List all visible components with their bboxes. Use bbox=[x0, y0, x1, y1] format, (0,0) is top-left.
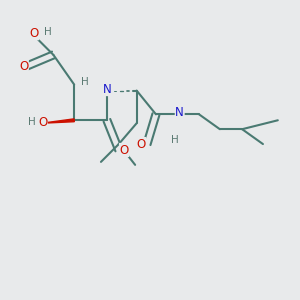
Text: H: H bbox=[171, 135, 179, 145]
Text: N: N bbox=[103, 82, 111, 96]
Text: O: O bbox=[136, 138, 146, 151]
Text: O: O bbox=[19, 60, 28, 73]
Text: O: O bbox=[29, 27, 39, 40]
Text: H: H bbox=[81, 76, 88, 87]
Text: N: N bbox=[175, 106, 184, 119]
Text: H: H bbox=[28, 117, 36, 128]
Text: H: H bbox=[44, 27, 52, 37]
Text: O: O bbox=[38, 116, 48, 129]
Text: O: O bbox=[119, 143, 129, 157]
Polygon shape bbox=[41, 119, 74, 123]
